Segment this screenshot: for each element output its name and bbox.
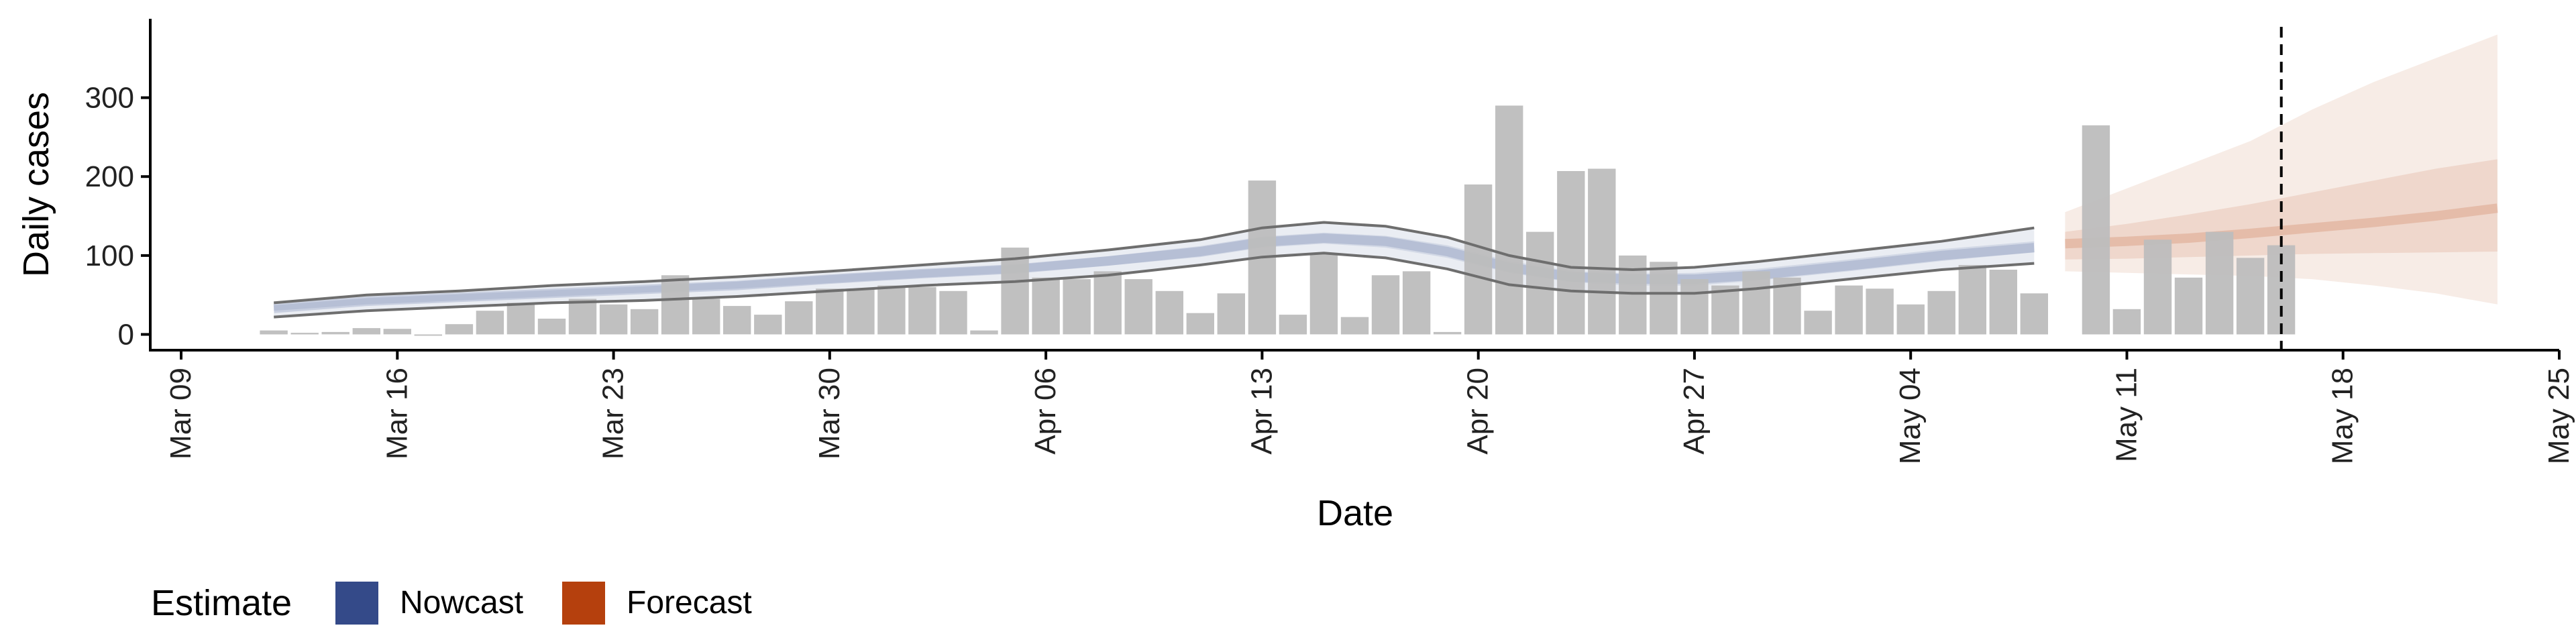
nowcast-lower-90-outline: [274, 252, 2035, 319]
case-bar: [2174, 277, 2203, 335]
case-bar: [2236, 258, 2265, 335]
case-bar: [1279, 315, 1307, 335]
case-bar: [1001, 248, 1029, 335]
legend-swatch-nowcast: [335, 582, 378, 625]
case-bar: [1927, 290, 1955, 335]
case-bar: [321, 331, 350, 335]
case-bar: [1588, 168, 1616, 335]
case-bar: [1186, 313, 1214, 335]
case-bar: [1866, 288, 1894, 335]
y-tick-label: 200: [85, 160, 134, 193]
case-bar: [1217, 293, 1245, 335]
case-bar: [1804, 311, 1832, 335]
case-bar: [1958, 265, 1986, 335]
case-bar: [723, 306, 751, 335]
y-tick-label: 300: [85, 82, 134, 115]
y-tick-label: 100: [85, 239, 134, 272]
case-bar: [1402, 271, 1431, 335]
x-tick-label: May 25: [2542, 368, 2575, 464]
case-bar: [939, 290, 967, 335]
x-tick-label: Apr 13: [1245, 368, 1278, 455]
x-tick-label: Mar 09: [164, 368, 197, 460]
case-bar: [1340, 317, 1369, 335]
case-bar: [1032, 277, 1060, 335]
case-bar: [2020, 293, 2048, 335]
case-bar: [1711, 285, 1739, 335]
band-outline-layer: [274, 221, 2035, 319]
x-axis-title: Date: [1317, 493, 1393, 533]
case-bar: [1309, 253, 1338, 335]
x-tick-label: May 04: [1894, 368, 1927, 464]
case-bar: [2082, 125, 2110, 335]
x-tick-label: Mar 30: [813, 368, 846, 460]
axes-layer: [149, 19, 2559, 352]
x-tick-label: May 18: [2326, 368, 2359, 464]
nowcast-upper-90-outline: [274, 221, 2035, 305]
x-tick-label: Apr 06: [1029, 368, 1062, 455]
case-bar: [1124, 279, 1152, 335]
case-bar: [847, 288, 875, 335]
legend-label-nowcast: Nowcast: [400, 585, 523, 621]
y-axis-title: Daily cases: [16, 92, 56, 277]
case-bar: [414, 334, 442, 336]
case-bar: [1650, 262, 1678, 335]
case-bar: [1619, 255, 1647, 335]
case-bar: [1989, 270, 2017, 335]
legend-title: Estimate: [151, 583, 292, 623]
case-bar: [1835, 285, 1863, 335]
case-bar: [816, 288, 844, 335]
case-bar: [785, 301, 813, 335]
case-bar: [506, 303, 535, 335]
case-bar: [476, 311, 504, 335]
x-tick-label: Mar 23: [597, 368, 630, 460]
case-bar: [260, 330, 288, 335]
case-bar: [1093, 271, 1122, 335]
case-bar: [2143, 239, 2172, 335]
case-bar: [383, 329, 411, 335]
observed-bars-layer: [260, 105, 2296, 336]
case-bar: [599, 304, 628, 335]
case-bar: [445, 324, 474, 335]
x-tick-label: Apr 27: [1678, 368, 1711, 455]
case-bar: [1896, 304, 1925, 335]
y-ticks-layer: 0 100 200 300: [85, 82, 150, 352]
case-bar: [1464, 184, 1493, 335]
case-bar: [1155, 290, 1183, 335]
case-bar: [661, 275, 690, 335]
case-bar: [1526, 231, 1554, 335]
case-bar: [352, 328, 380, 335]
case-bar: [970, 330, 998, 335]
legend-label-forecast: Forecast: [627, 585, 752, 621]
y-tick-label: 0: [118, 319, 134, 352]
case-bar: [1063, 279, 1091, 335]
legend-swatch-forecast: [562, 582, 605, 625]
case-bar: [1680, 279, 1709, 335]
case-bar: [1557, 171, 1585, 335]
case-bar: [2112, 309, 2141, 335]
case-bar: [537, 319, 566, 335]
case-bar: [1495, 105, 1523, 335]
x-ticks-layer: Mar 09 Mar 16 Mar 23 Mar 30 Apr 06 Apr 13 Apr …: [164, 350, 2575, 464]
case-bar: [1371, 275, 1400, 335]
case-bar: [2205, 231, 2234, 335]
case-bar: [877, 285, 906, 335]
case-bar: [1433, 331, 1462, 335]
x-tick-label: Apr 20: [1462, 368, 1495, 455]
case-bar: [1742, 271, 1770, 335]
forecast-median-line: [2065, 203, 2498, 249]
case-bar: [568, 299, 597, 335]
case-bar: [630, 309, 659, 335]
legend: Estimate Nowcast Forecast: [151, 582, 752, 625]
x-tick-label: May 11: [2110, 368, 2143, 462]
case-bar: [908, 286, 936, 335]
x-tick-label: Mar 16: [380, 368, 413, 460]
case-bar: [754, 315, 782, 335]
case-bar: [290, 333, 319, 335]
case-bar: [692, 299, 720, 335]
